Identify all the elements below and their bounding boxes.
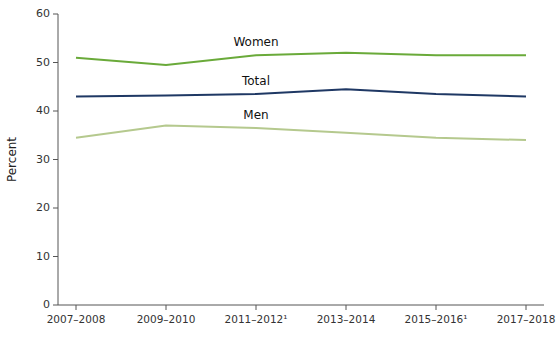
x-tick [436,305,437,310]
x-tick-label: 2009–2010 [137,313,196,325]
x-tick [166,305,167,310]
y-axis-label: Percent [5,137,19,182]
y-tick [53,62,58,63]
y-tick [53,111,58,112]
y-tick [53,159,58,160]
series-label: Men [243,108,268,122]
y-tick [53,305,58,306]
y-tick [53,208,58,209]
y-tick-label: 10 [36,250,50,263]
y-tick-label: 40 [36,104,50,117]
x-tick [526,305,527,310]
y-tick-label: 30 [36,153,50,166]
series-line [76,89,526,96]
x-tick-label: 2017–2018 [497,313,556,325]
x-tick-label: 2011–2012¹ [225,313,288,325]
chart: 0 10 20 30 40 50 60 2007–2008 2009–2010 2011–2012… [0,0,560,341]
series-label: Total [241,74,270,88]
y-tick-label: 60 [36,7,50,20]
x-tick [256,305,257,310]
y-tick [53,14,58,15]
y-tick [53,256,58,257]
series-line [76,126,526,141]
x-tick-label: 2013–2014 [317,313,376,325]
y-tick-label: 20 [36,201,50,214]
series-label: Women [233,35,278,49]
y-tick-label: 0 [43,298,50,311]
x-tick [76,305,77,310]
plot-area [76,53,526,140]
x-tick [346,305,347,310]
x-tick-label: 2015–2016¹ [405,313,468,325]
x-axis-line [58,305,544,306]
y-tick-label: 50 [36,56,50,69]
series-line [76,53,526,65]
x-tick-label: 2007–2008 [47,313,106,325]
